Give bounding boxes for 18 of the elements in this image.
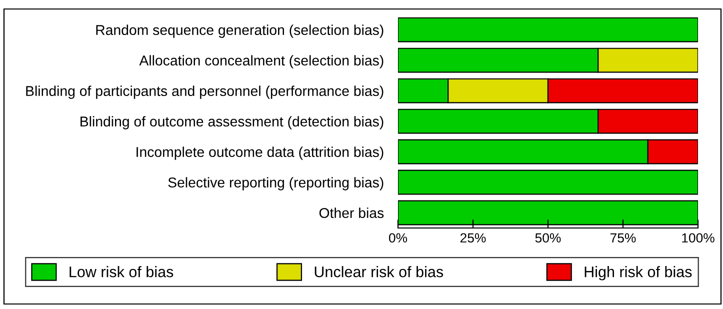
y-tick-label: Incomplete outcome data (attrition bias) <box>136 146 384 160</box>
x-tick-label: 0% <box>388 233 408 243</box>
y-tick-label: Random sequence generation (selection bias) <box>96 24 384 38</box>
x-tick-label: 50% <box>535 233 561 243</box>
x-tick-label: 100% <box>682 233 714 243</box>
x-tick-label: 25% <box>460 233 486 243</box>
legend-label: Unclear risk of bias <box>314 266 444 278</box>
y-tick-label: Other bias <box>319 208 384 218</box>
x-tick-label: 75% <box>610 233 636 243</box>
y-tick-label: Blinding of outcome assessment (detection bias) <box>80 116 384 130</box>
legend-label: High risk of bias <box>584 266 692 280</box>
y-tick-label: Selective reporting (reporting bias) <box>168 177 384 190</box>
bar <box>398 200 698 226</box>
y-tick-label: Blinding of participants and personnel (performance bias) <box>26 86 384 99</box>
bar <box>398 17 698 42</box>
y-tick-label: Allocation concealment (selection bias) <box>139 55 384 68</box>
legend-label: Low risk of bias <box>70 266 174 278</box>
bar <box>398 170 698 195</box>
